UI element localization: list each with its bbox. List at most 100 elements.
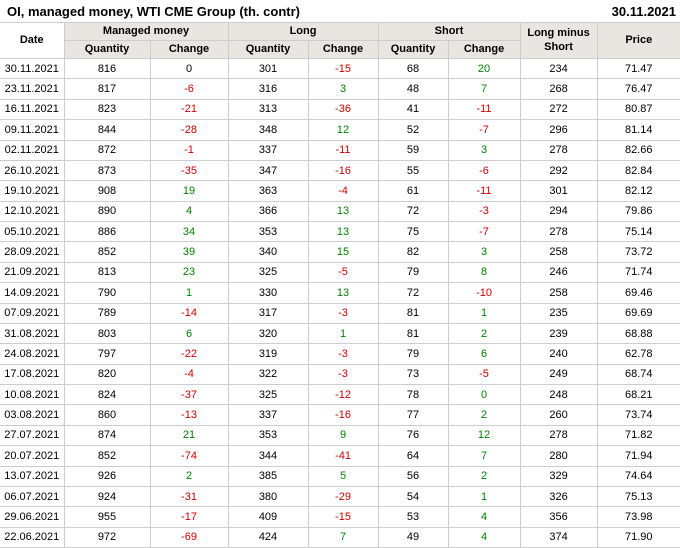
- long-quantity-cell: 320: [227, 322, 309, 345]
- date-cell: 12.10.2021: [0, 200, 65, 223]
- short-quantity-cell: 76: [377, 424, 449, 447]
- price-cell: 71.47: [596, 57, 680, 80]
- short-change-cell: -7: [447, 119, 521, 141]
- short-change-cell: 2: [447, 465, 521, 487]
- short-quantity-cell: 61: [377, 180, 449, 202]
- managed-money-quantity-cell: 852: [63, 445, 151, 467]
- price-cell: 75.13: [596, 485, 680, 508]
- managed-money-quantity-cell: 816: [63, 57, 151, 80]
- long-minus-short-cell: 246: [519, 261, 598, 284]
- managed-money-change-cell: 19: [149, 180, 229, 202]
- short-change-cell: -6: [447, 159, 521, 182]
- date-cell: 23.11.2021: [0, 78, 65, 100]
- price-cell: 73.74: [596, 404, 680, 426]
- price-cell: 82.84: [596, 159, 680, 182]
- table-row: 19.10.2021 908 19 363 -4 61 -11 301 82.1…: [0, 180, 680, 202]
- long-quantity-cell: 409: [227, 506, 309, 528]
- table-row: 02.11.2021 872 -1 337 -11 59 3 278 82.66: [0, 139, 680, 161]
- table-row: 16.11.2021 823 -21 313 -36 41 -11 272 80…: [0, 98, 680, 121]
- date-cell: 09.11.2021: [0, 119, 65, 141]
- long-change-cell: 13: [307, 220, 379, 243]
- managed-money-quantity-cell: 872: [63, 139, 151, 161]
- managed-money-quantity-cell: 803: [63, 322, 151, 345]
- long-minus-short-cell: 260: [519, 404, 598, 426]
- managed-money-quantity-cell: 824: [63, 383, 151, 406]
- group-header-short: Short: [377, 22, 521, 41]
- managed-money-change-cell: -35: [149, 159, 229, 182]
- report-date: 30.11.2021: [611, 3, 676, 19]
- long-change-cell: -15: [307, 506, 379, 528]
- table-row: 31.08.2021 803 6 320 1 81 2 239 68.88: [0, 322, 680, 345]
- short-quantity-cell: 56: [377, 465, 449, 487]
- short-quantity-cell: 49: [377, 526, 449, 548]
- managed-money-change-cell: 1: [149, 282, 229, 304]
- long-change-cell: -16: [307, 404, 379, 426]
- price-cell: 69.69: [596, 302, 680, 324]
- date-cell: 22.06.2021: [0, 526, 65, 548]
- price-cell: 68.74: [596, 363, 680, 386]
- long-change-cell: -3: [307, 343, 379, 365]
- long-change-cell: -4: [307, 180, 379, 202]
- managed-money-quantity-cell: 790: [63, 282, 151, 304]
- short-quantity-cell: 59: [377, 139, 449, 161]
- managed-money-quantity-cell: 852: [63, 241, 151, 263]
- short-change-cell: 1: [447, 485, 521, 508]
- date-cell: 16.11.2021: [0, 98, 65, 121]
- price-cell: 74.64: [596, 465, 680, 487]
- sub-header-row: Quantity Change Quantity Change Quantity…: [0, 40, 680, 59]
- managed-money-quantity-cell: 886: [63, 220, 151, 243]
- short-quantity-cell: 77: [377, 404, 449, 426]
- managed-money-change-cell: -74: [149, 445, 229, 467]
- short-change-cell: 8: [447, 261, 521, 284]
- long-quantity-cell: 337: [227, 139, 309, 161]
- date-cell: 26.10.2021: [0, 159, 65, 182]
- managed-money-change-cell: 2: [149, 465, 229, 487]
- managed-money-quantity-cell: 817: [63, 78, 151, 100]
- long-change-cell: -11: [307, 139, 379, 161]
- long-minus-short-cell: 326: [519, 485, 598, 508]
- short-quantity-cell: 73: [377, 363, 449, 386]
- price-cell: 68.88: [596, 322, 680, 345]
- price-cell: 82.12: [596, 180, 680, 202]
- date-cell: 20.07.2021: [0, 445, 65, 467]
- short-quantity-cell: 72: [377, 200, 449, 223]
- short-quantity-cell: 54: [377, 485, 449, 508]
- managed-money-quantity-cell: 874: [63, 424, 151, 447]
- data-table: Date Managed money Long Short Long minus…: [0, 22, 680, 548]
- long-quantity-cell: 348: [227, 119, 309, 141]
- managed-money-change-cell: -6: [149, 78, 229, 100]
- short-change-cell: 1: [447, 302, 521, 324]
- col-header-long-change: Change: [307, 40, 379, 59]
- long-change-cell: -41: [307, 445, 379, 467]
- table-row: 05.10.2021 886 34 353 13 75 -7 278 75.14: [0, 220, 680, 243]
- long-minus-short-cell: 239: [519, 322, 598, 345]
- long-minus-short-cell: 296: [519, 119, 598, 141]
- date-cell: 13.07.2021: [0, 465, 65, 487]
- title-bar: OI, managed money, WTI CME Group (th. co…: [0, 0, 680, 22]
- managed-money-quantity-cell: 813: [63, 261, 151, 284]
- col-header-mm-change: Change: [149, 40, 229, 59]
- long-change-cell: 13: [307, 282, 379, 304]
- col-header-long-minus-short: Long minus Short: [519, 22, 598, 59]
- long-change-cell: -5: [307, 261, 379, 284]
- short-quantity-cell: 52: [377, 119, 449, 141]
- price-cell: 71.74: [596, 261, 680, 284]
- date-cell: 02.11.2021: [0, 139, 65, 161]
- managed-money-quantity-cell: 926: [63, 465, 151, 487]
- price-cell: 80.87: [596, 98, 680, 121]
- long-minus-short-cell: 258: [519, 241, 598, 263]
- date-cell: 10.08.2021: [0, 383, 65, 406]
- col-header-short-change: Change: [447, 40, 521, 59]
- managed-money-change-cell: -69: [149, 526, 229, 548]
- price-cell: 71.94: [596, 445, 680, 467]
- short-change-cell: 4: [447, 506, 521, 528]
- table-row: 24.08.2021 797 -22 319 -3 79 6 240 62.78: [0, 343, 680, 365]
- col-header-long-quantity: Quantity: [227, 40, 309, 59]
- managed-money-change-cell: -31: [149, 485, 229, 508]
- price-cell: 73.98: [596, 506, 680, 528]
- date-cell: 14.09.2021: [0, 282, 65, 304]
- short-change-cell: 6: [447, 343, 521, 365]
- short-change-cell: -7: [447, 220, 521, 243]
- short-change-cell: 4: [447, 526, 521, 548]
- short-quantity-cell: 48: [377, 78, 449, 100]
